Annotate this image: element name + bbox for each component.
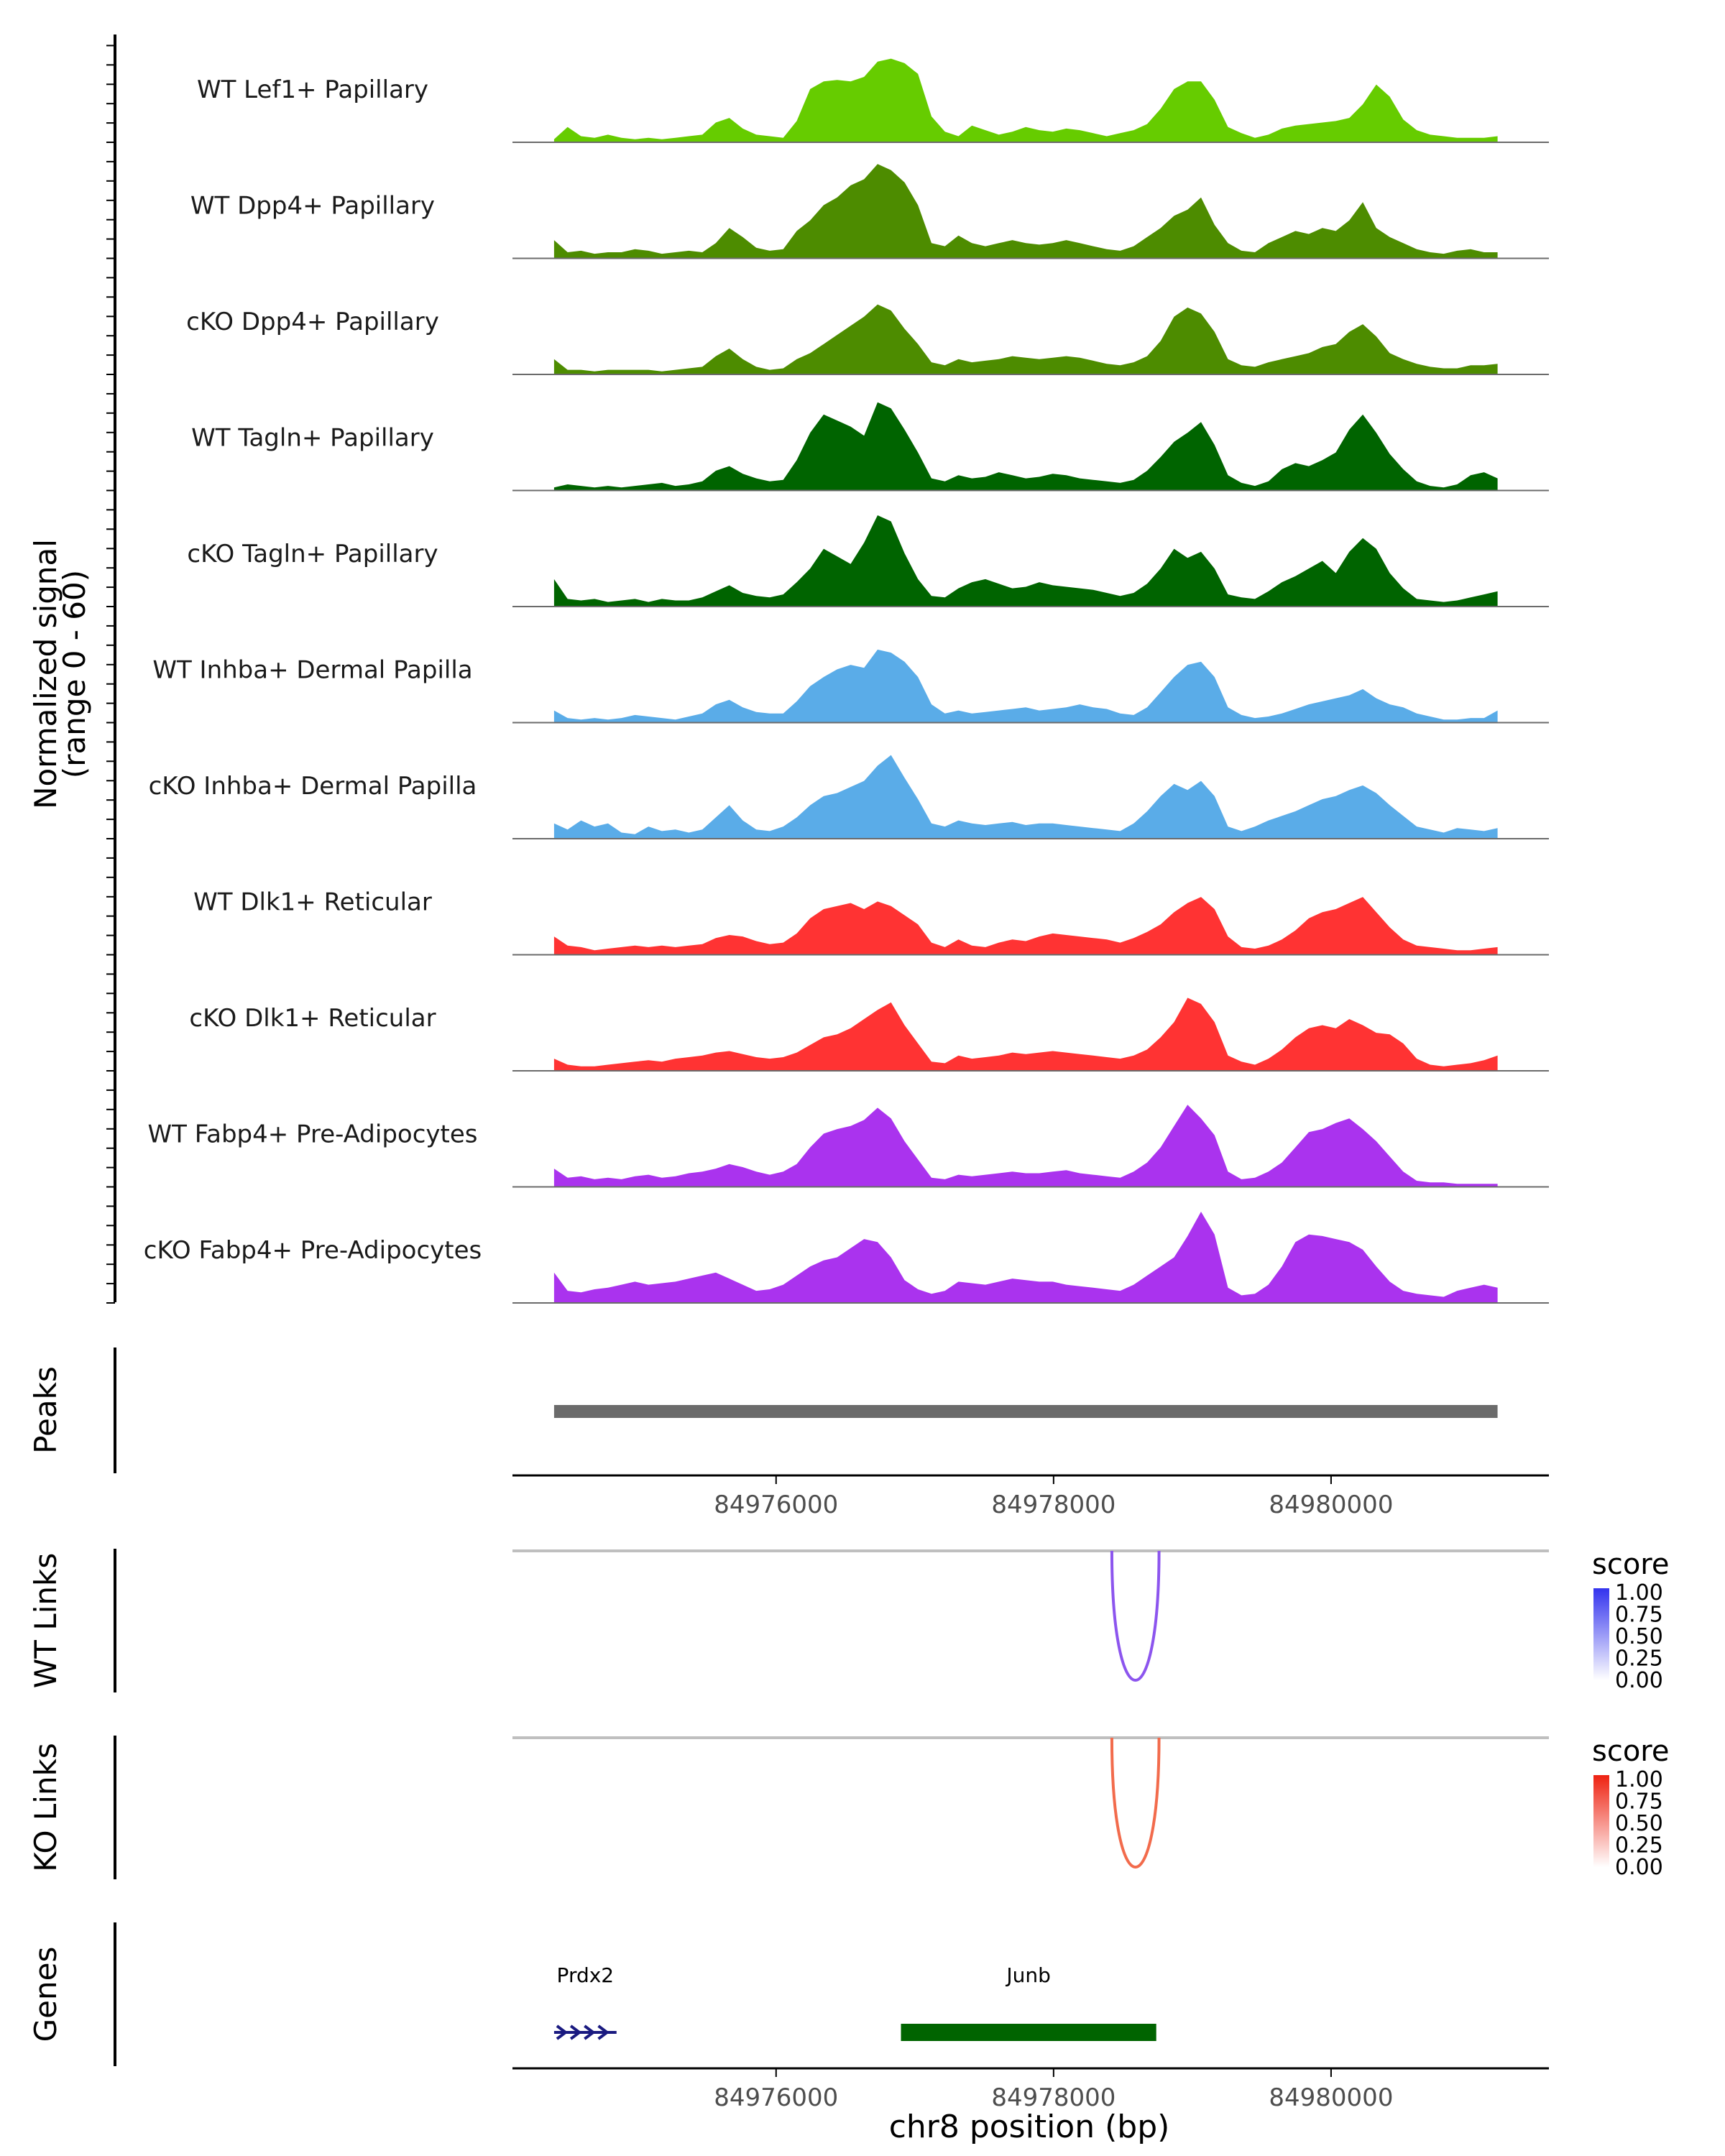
legend-title: score — [1592, 1735, 1669, 1768]
signal-area — [553, 1212, 1498, 1303]
signal-axis-label-line1: Normalized signal — [28, 539, 63, 809]
track-label: cKO Dlk1+ Reticular — [189, 1004, 436, 1033]
genes-panel: Genes Prdx2 Junb 84976000 84978000 84980000… — [28, 1922, 1549, 2145]
gene-body — [901, 2024, 1156, 2041]
peaks-x-ticks: 84976000 84978000 84980000 — [714, 1475, 1393, 1519]
signal-track: cKO Inhba+ Dermal Papilla — [149, 755, 1549, 839]
gene-models: Prdx2 Junb — [553, 1963, 1156, 2041]
legend-tick-label: 0.25 — [1615, 1833, 1663, 1858]
strand-arrow — [584, 2024, 596, 2040]
x-tick-label: 84978000 — [991, 1491, 1116, 1519]
signal-area — [553, 998, 1498, 1071]
legend-tick-label: 0.25 — [1615, 1646, 1663, 1672]
x-tick-label: 84978000 — [991, 2083, 1116, 2112]
signal-area — [553, 402, 1498, 491]
signal-track: WT Lef1+ Papillary — [197, 58, 1549, 143]
signal-track: cKO Dpp4+ Papillary — [186, 304, 1549, 375]
legend-tick-label: 0.75 — [1615, 1603, 1663, 1628]
x-tick-label: 84976000 — [714, 2083, 838, 2112]
signal-track: cKO Tagln+ Papillary — [187, 515, 1549, 607]
signal-track: WT Dlk1+ Reticular — [193, 888, 1549, 956]
ko-links-label: KO Links — [28, 1743, 63, 1872]
track-label: WT Tagln+ Papillary — [191, 424, 434, 453]
signal-panel: Normalized signal (range 0 - 60) WT Lef1… — [28, 34, 1549, 1304]
signal-track: WT Tagln+ Papillary — [191, 402, 1549, 492]
gene-model: Prdx2 — [553, 1963, 617, 2040]
x-tick-label: 84980000 — [1269, 1491, 1393, 1519]
genes-label: Genes — [28, 1947, 63, 2042]
legend-tick-label: 0.75 — [1615, 1789, 1663, 1815]
legend-colorbar — [1593, 1775, 1609, 1867]
x-tick-label: 84976000 — [714, 1491, 838, 1519]
legend-colorbar — [1593, 1588, 1609, 1680]
gene-label: Junb — [1005, 1963, 1051, 1987]
track-label: WT Lef1+ Papillary — [197, 75, 428, 104]
signal-area — [553, 1105, 1498, 1187]
track-label: WT Inhba+ Dermal Papilla — [152, 656, 472, 685]
x-tick-label: 84980000 — [1269, 2083, 1393, 2112]
link-arc — [1110, 1550, 1161, 1682]
track-label: WT Dlk1+ Reticular — [193, 888, 432, 917]
link-arc — [1110, 1737, 1161, 1869]
peaks-label: Peaks — [28, 1366, 63, 1454]
signal-area — [553, 755, 1498, 839]
signal-track: cKO Fabp4+ Pre-Adipocytes — [144, 1212, 1549, 1304]
strand-arrow — [569, 2024, 582, 2040]
genes-x-ticks: 84976000 84978000 84980000 — [714, 2068, 1393, 2112]
legend-title: score — [1592, 1548, 1669, 1581]
track-label: WT Dpp4+ Papillary — [190, 192, 435, 221]
signal-track: WT Inhba+ Dermal Papilla — [152, 649, 1549, 724]
peaks-panel: Peaks 84976000 84978000 84980000 — [28, 1348, 1549, 1519]
signal-area — [553, 58, 1498, 142]
signal-area — [553, 515, 1498, 607]
track-label: cKO Tagln+ Papillary — [187, 540, 438, 568]
signal-area — [553, 649, 1498, 723]
legend-tick-label: 1.00 — [1615, 1580, 1663, 1606]
legend-tick-label: 1.00 — [1615, 1767, 1663, 1792]
signal-track: WT Dpp4+ Papillary — [190, 164, 1549, 259]
legend-tick-label: 0.00 — [1615, 1668, 1663, 1693]
track-label: WT Fabp4+ Pre-Adipocytes — [148, 1120, 478, 1149]
strand-arrow — [556, 2024, 569, 2040]
track-label: cKO Inhba+ Dermal Papilla — [149, 772, 477, 801]
signal-track: WT Fabp4+ Pre-Adipocytes — [148, 1105, 1549, 1188]
gene-model: Junb — [901, 1963, 1156, 2041]
signal-area — [553, 897, 1498, 955]
signal-area — [553, 164, 1498, 259]
signal-axis-label-line2: (range 0 - 60) — [57, 570, 92, 778]
legend-tick-label: 0.50 — [1615, 1811, 1663, 1836]
signal-track: cKO Dlk1+ Reticular — [189, 998, 1549, 1072]
strand-arrow — [597, 2024, 610, 2040]
signal-area — [553, 304, 1498, 374]
legend-tick-label: 0.50 — [1615, 1624, 1663, 1649]
gene-label: Prdx2 — [557, 1963, 615, 1987]
x-axis-title: chr8 position (bp) — [889, 2109, 1170, 2145]
wt-links-label: WT Links — [28, 1553, 63, 1688]
peak-region — [553, 1405, 1498, 1418]
signal-tracks: WT Lef1+ Papillary WT Dpp4+ Papillary cKO … — [144, 58, 1549, 1304]
track-label: cKO Dpp4+ Papillary — [186, 308, 439, 336]
legend-tick-label: 0.00 — [1615, 1855, 1663, 1880]
track-label: cKO Fabp4+ Pre-Adipocytes — [144, 1236, 482, 1265]
